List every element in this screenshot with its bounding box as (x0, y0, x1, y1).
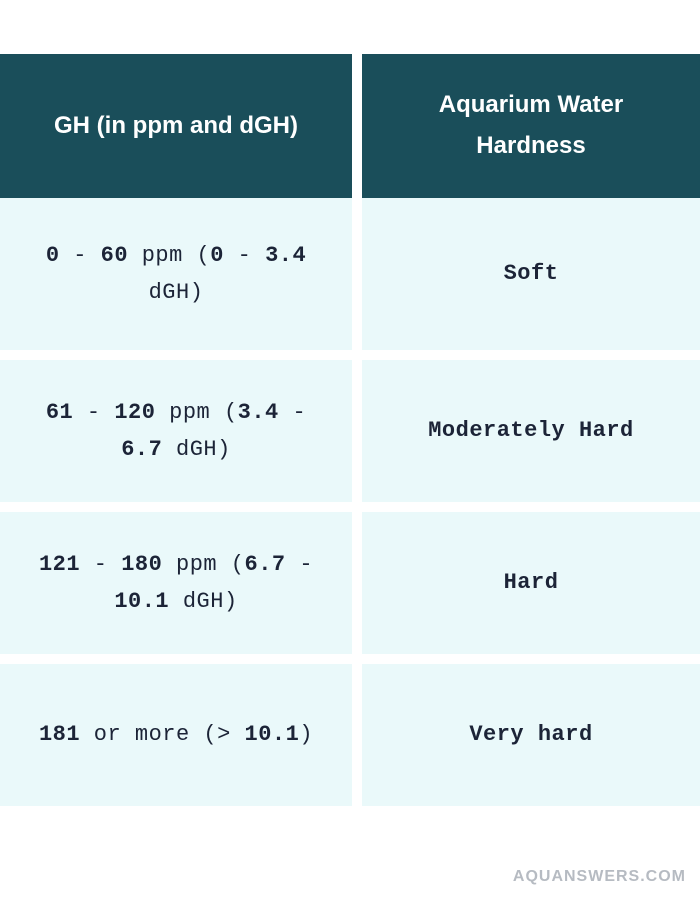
page: GH (in ppm and dGH) Aquarium Water Hardn… (0, 0, 700, 900)
cell-gh: 0 - 60 ppm (0 - 3.4 dGH) (0, 198, 357, 350)
dgh-low: 3.4 (238, 400, 279, 425)
ppm-low: 0 (46, 243, 60, 268)
unit-dgh: dGH (176, 437, 217, 462)
header-hardness-label: Aquarium Water Hardness (386, 85, 676, 167)
gh-range: 61 - 120 ppm (3.4 - 6.7 dGH) (26, 394, 326, 469)
ppm-low: 61 (46, 400, 73, 425)
hardness-table: GH (in ppm and dGH) Aquarium Water Hardn… (0, 54, 700, 806)
hardness-label: Moderately Hard (428, 412, 634, 449)
table-body: 0 - 60 ppm (0 - 3.4 dGH) Soft 61 - (0, 198, 700, 806)
header-gh-label: GH (in ppm and dGH) (54, 106, 298, 147)
cell-gh: 121 - 180 ppm (6.7 - 10.1 dGH) (0, 502, 357, 654)
header-gh: GH (in ppm and dGH) (0, 54, 357, 198)
ppm-high: 60 (101, 243, 128, 268)
unit-dgh: dGH (149, 280, 190, 305)
hardness-label: Hard (504, 564, 559, 601)
dgh-high: 10.1 (114, 589, 169, 614)
gh-range: 181 or more (> 10.1) (39, 716, 313, 753)
cell-gh: 181 or more (> 10.1) (0, 654, 357, 806)
gh-range: 0 - 60 ppm (0 - 3.4 dGH) (26, 237, 326, 312)
dgh-high: 10.1 (245, 722, 300, 747)
hardness-label: Soft (504, 255, 559, 292)
dgh-high: 6.7 (121, 437, 162, 462)
cell-hardness: Moderately Hard (357, 350, 700, 502)
unit-ppm: ppm (169, 400, 210, 425)
table-row: 0 - 60 ppm (0 - 3.4 dGH) Soft (0, 198, 700, 350)
hardness-label: Very hard (469, 716, 592, 753)
cell-hardness: Very hard (357, 654, 700, 806)
cell-gh: 61 - 120 ppm (3.4 - 6.7 dGH) (0, 350, 357, 502)
table-row: 61 - 120 ppm (3.4 - 6.7 dGH) Moderately … (0, 350, 700, 502)
table-row: 181 or more (> 10.1) Very hard (0, 654, 700, 806)
table-row: 121 - 180 ppm (6.7 - 10.1 dGH) Hard (0, 502, 700, 654)
unit-dgh: dGH (183, 589, 224, 614)
header-hardness: Aquarium Water Hardness (357, 54, 700, 198)
unit-ppm: ppm (176, 552, 217, 577)
dgh-high: 3.4 (265, 243, 306, 268)
watermark: AQUANSWERS.COM (513, 868, 686, 886)
or-more: or more (94, 722, 190, 747)
unit-ppm: ppm (142, 243, 183, 268)
dgh-low: 6.7 (245, 552, 286, 577)
cell-hardness: Hard (357, 502, 700, 654)
table-header-row: GH (in ppm and dGH) Aquarium Water Hardn… (0, 54, 700, 198)
gt-sign: > (217, 722, 231, 747)
ppm-high: 120 (114, 400, 155, 425)
gh-range: 121 - 180 ppm (6.7 - 10.1 dGH) (26, 546, 326, 621)
ppm-low: 121 (39, 552, 80, 577)
ppm-low: 181 (39, 722, 80, 747)
dgh-low: 0 (210, 243, 224, 268)
cell-hardness: Soft (357, 198, 700, 350)
ppm-high: 180 (121, 552, 162, 577)
